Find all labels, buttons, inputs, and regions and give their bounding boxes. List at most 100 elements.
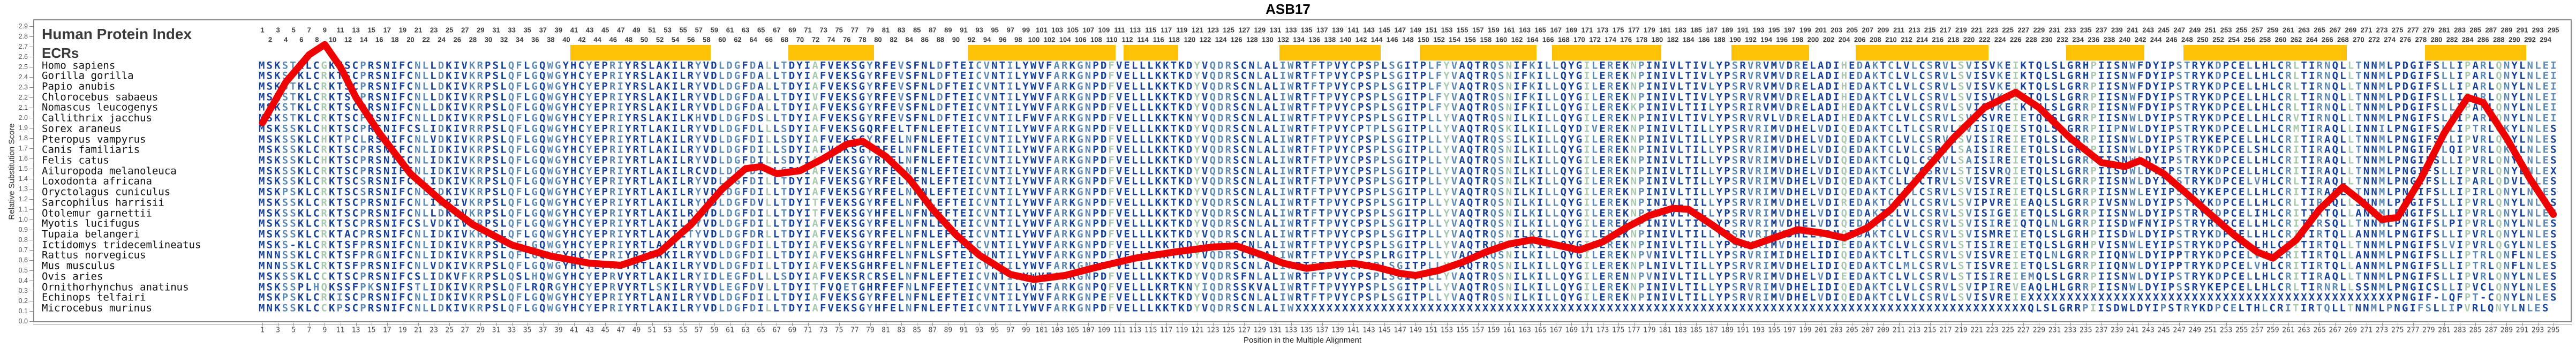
residue-run: WG bbox=[547, 186, 563, 198]
residue-run: L bbox=[2488, 91, 2496, 103]
residue-run: F bbox=[1310, 249, 1319, 261]
residue-run: KTSC bbox=[328, 112, 360, 124]
residue-run: QS bbox=[1490, 281, 1506, 293]
ruler-number: 21 bbox=[414, 26, 423, 34]
residue-run: N bbox=[905, 207, 914, 220]
residue-run: K bbox=[1069, 59, 1078, 71]
residue-run: TQL bbox=[2324, 207, 2348, 220]
residue-run: M bbox=[1771, 291, 1779, 304]
residue-run: YRTLAKILR bbox=[625, 143, 695, 156]
residue-run: I bbox=[2457, 239, 2465, 251]
residue-run: RFE bbox=[874, 59, 898, 71]
species-label: Ornithorhynchus anatinus bbox=[42, 281, 189, 293]
residue-run: M bbox=[1771, 217, 1779, 230]
residue-run: P bbox=[1326, 133, 1335, 146]
residue-run: IF bbox=[1513, 59, 1530, 71]
residue-run: EK bbox=[1615, 196, 1631, 209]
ruler-number: 89 bbox=[944, 326, 953, 335]
residue-run: AL bbox=[1264, 217, 1280, 230]
residue-run: WL bbox=[2129, 186, 2145, 198]
residue-run: RI bbox=[609, 154, 626, 167]
residue-run: L bbox=[773, 165, 781, 177]
residue-run: I bbox=[1584, 70, 1592, 82]
ruler-number: 137 bbox=[1316, 326, 1329, 335]
residue-run: M bbox=[1771, 260, 1779, 272]
residue-run: V bbox=[1965, 91, 1974, 103]
residue-run: S bbox=[2550, 123, 2558, 135]
ruler-number: 146 bbox=[1386, 35, 1398, 44]
residue-run: V bbox=[1202, 270, 1210, 283]
residue-run: F bbox=[1108, 143, 1116, 156]
x-tick-mark bbox=[1727, 323, 1728, 326]
residue-run: T bbox=[1880, 249, 1888, 261]
ruler-number: 157 bbox=[1472, 326, 1485, 335]
residue-run: C bbox=[867, 270, 875, 283]
x-tick-mark bbox=[480, 323, 481, 326]
species-label: Pteropus vampyrus bbox=[42, 133, 146, 146]
y-tick-mark bbox=[29, 311, 33, 312]
residue-run: F bbox=[742, 133, 750, 146]
residue-run: P bbox=[1326, 91, 1335, 103]
residue-run: R bbox=[1841, 196, 1849, 209]
residue-run: SFNL bbox=[906, 70, 937, 82]
residue-run: QF bbox=[508, 228, 524, 240]
y-tick-label: 1.5 bbox=[18, 165, 28, 172]
y-tick-label: 1.4 bbox=[18, 175, 28, 183]
residue-run: R bbox=[321, 249, 329, 261]
residue-run: R bbox=[2285, 217, 2293, 230]
residue-run: KTQLSLGR bbox=[2020, 91, 2083, 103]
residue-run: L bbox=[523, 143, 532, 156]
residue-run: V bbox=[1202, 112, 1210, 124]
residue-run: N bbox=[1505, 175, 1514, 187]
residue-run: MSK bbox=[259, 217, 282, 230]
residue-run: SG bbox=[1389, 165, 1405, 177]
residue-run: V bbox=[2472, 154, 2481, 167]
residue-run: A bbox=[1864, 59, 1872, 71]
residue-run: V bbox=[2472, 165, 2481, 177]
residue-run: IR bbox=[2300, 302, 2316, 314]
residue-run: NT bbox=[991, 302, 1007, 314]
residue-run: TI bbox=[2301, 70, 2317, 82]
residue-run: P bbox=[1326, 228, 1335, 240]
residue-run: F bbox=[1108, 112, 1116, 124]
residue-run: PSL bbox=[485, 123, 508, 135]
residue-run: ITP bbox=[1404, 133, 1428, 146]
residue-run: F bbox=[742, 143, 750, 156]
residue-run: AQTR bbox=[1459, 112, 1490, 124]
ruler-number: 87 bbox=[928, 326, 937, 335]
x-tick-mark bbox=[2475, 323, 2476, 326]
x-tick-mark bbox=[932, 323, 933, 326]
residue-run: IW bbox=[1279, 196, 1295, 209]
residue-run: K bbox=[1872, 217, 1880, 230]
residue-run: L bbox=[1950, 143, 1958, 156]
residue-run: IISN bbox=[2098, 133, 2130, 146]
residue-run: T bbox=[2355, 133, 2363, 146]
residue-run: T bbox=[1319, 217, 1327, 230]
residue-run: GN bbox=[1077, 302, 1093, 314]
residue-run: S bbox=[1731, 101, 1740, 114]
residue-run: NT bbox=[991, 186, 1007, 198]
residue-run: S bbox=[1731, 123, 1740, 135]
residue-run: RE bbox=[1997, 239, 2013, 251]
residue-run: G bbox=[531, 175, 539, 187]
residue-run: VELLLKKTKD bbox=[1116, 291, 1194, 304]
ruler-number: 56 bbox=[687, 35, 695, 44]
residue-run: I bbox=[430, 175, 438, 187]
residue-run: P bbox=[1326, 291, 1335, 304]
residue-run: AL bbox=[1264, 186, 1280, 198]
residue-run: Y bbox=[586, 270, 594, 283]
residue-run: E bbox=[1599, 281, 1607, 293]
residue-run: N bbox=[2503, 207, 2512, 220]
residue-run: SQL bbox=[2324, 217, 2348, 230]
residue-run: NT bbox=[991, 228, 1007, 240]
residue-run: YHC bbox=[562, 80, 586, 93]
residue-run: C bbox=[1887, 70, 1896, 82]
residue-run: H bbox=[313, 281, 321, 293]
residue-run: L bbox=[523, 228, 532, 240]
residue-run: ST bbox=[2176, 70, 2192, 82]
residue-run: RT bbox=[1295, 207, 1311, 220]
residue-run: WL bbox=[2129, 281, 2145, 293]
residue-run: P bbox=[2464, 165, 2473, 177]
residue-run: AL bbox=[1264, 59, 1280, 71]
residue-run: LYWVF bbox=[1014, 91, 1054, 103]
